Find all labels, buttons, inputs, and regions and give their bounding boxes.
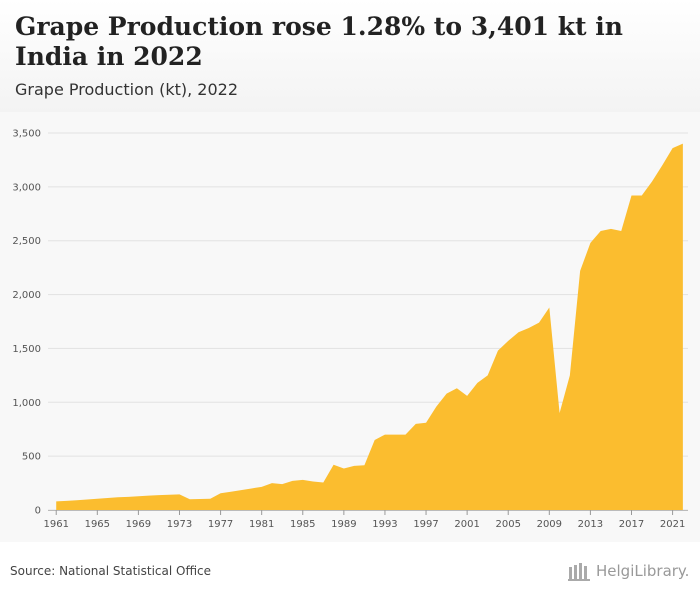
data-point: [599, 230, 601, 232]
data-point: [661, 164, 663, 166]
data-point: [117, 496, 119, 498]
x-tick-label: 1961: [43, 519, 68, 530]
y-tick-label: 2,000: [12, 290, 41, 301]
helgi-library-logo[interactable]: HelgiLibrary.: [568, 560, 689, 582]
data-point: [250, 487, 252, 489]
data-point: [384, 433, 386, 435]
x-tick-label: 1997: [413, 519, 438, 530]
data-point: [569, 374, 571, 376]
data-point: [302, 479, 304, 481]
data-point: [199, 498, 201, 500]
data-point: [425, 422, 427, 424]
x-tick-label: 1973: [167, 519, 192, 530]
data-point: [137, 495, 139, 497]
x-tick-label: 1993: [372, 519, 397, 530]
data-point: [343, 467, 345, 469]
x-tick-label: 1981: [249, 519, 274, 530]
data-point: [332, 464, 334, 466]
data-point: [589, 242, 591, 244]
data-point: [76, 499, 78, 501]
x-tick-label: 2017: [619, 519, 644, 530]
data-point: [579, 270, 581, 272]
data-point: [445, 392, 447, 394]
data-point: [476, 382, 478, 384]
y-tick-label: 500: [22, 452, 41, 463]
data-point: [630, 194, 632, 196]
data-point: [671, 147, 673, 149]
data-point: [189, 498, 191, 500]
x-tick-label: 2021: [660, 519, 685, 530]
data-point: [373, 439, 375, 441]
data-point: [168, 494, 170, 496]
data-point: [456, 387, 458, 389]
data-point: [486, 374, 488, 376]
x-tick-label: 1985: [290, 519, 315, 530]
data-point: [497, 349, 499, 351]
data-point: [610, 228, 612, 230]
x-tick-label: 2013: [578, 519, 603, 530]
y-tick-label: 3,500: [12, 129, 41, 140]
data-point: [158, 494, 160, 496]
logo-text: HelgiLibrary.: [596, 562, 690, 580]
data-point: [55, 500, 57, 502]
y-tick-label: 3,000: [12, 182, 41, 193]
data-point: [538, 321, 540, 323]
data-point: [271, 482, 273, 484]
y-tick-label: 2,500: [12, 236, 41, 247]
x-tick-label: 1989: [331, 519, 356, 530]
data-point: [363, 464, 365, 466]
data-point: [435, 405, 437, 407]
data-point: [466, 395, 468, 397]
data-point: [65, 500, 67, 502]
x-tick-label: 1965: [85, 519, 110, 530]
data-point: [260, 486, 262, 488]
data-point: [127, 496, 129, 498]
x-tick-label: 1977: [208, 519, 233, 530]
x-tick-label: 2005: [495, 519, 520, 530]
data-point: [178, 493, 180, 495]
data-point: [281, 483, 283, 485]
header: Grape Production rose 1.28% to 3,401 kt …: [0, 0, 700, 112]
data-point: [353, 465, 355, 467]
data-point: [641, 194, 643, 196]
data-point: [548, 306, 550, 308]
x-tick-label: 2001: [454, 519, 479, 530]
data-point: [528, 327, 530, 329]
data-point: [404, 433, 406, 435]
data-point: [415, 423, 417, 425]
y-tick-label: 1,000: [12, 398, 41, 409]
data-point: [312, 480, 314, 482]
data-point: [106, 497, 108, 499]
series-area: [56, 143, 683, 510]
source-note: Source: National Statistical Office: [10, 564, 212, 578]
data-point: [147, 494, 149, 496]
data-point: [86, 498, 88, 500]
data-point: [682, 142, 684, 144]
data-point: [219, 492, 221, 494]
data-point: [558, 412, 560, 414]
data-point: [209, 498, 211, 500]
x-tick-label: 2009: [537, 519, 562, 530]
data-point: [620, 230, 622, 232]
data-point: [651, 180, 653, 182]
data-area: [55, 142, 684, 510]
data-point: [230, 490, 232, 492]
data-point: [394, 433, 396, 435]
axes: 0 500 1,000 1,500 2,000 2,500 3,000 3,500 1961 19…: [12, 129, 688, 530]
y-tick-label: 1,500: [12, 344, 41, 355]
data-point: [291, 480, 293, 482]
chart-subtitle: Grape Production (kt), 2022: [15, 80, 238, 99]
y-tick-label: 0: [35, 506, 41, 517]
area-chart: 0 500 1,000 1,500 2,000 2,500 3,000 3,500 1961 19…: [12, 129, 688, 530]
data-point: [322, 481, 324, 483]
x-tick-label: 1969: [126, 519, 151, 530]
data-point: [240, 489, 242, 491]
data-point: [507, 340, 509, 342]
data-point: [517, 331, 519, 333]
page-title: Grape Production rose 1.28% to 3,401 kt …: [15, 12, 623, 71]
library-icon: [568, 563, 590, 581]
data-point: [96, 497, 98, 499]
